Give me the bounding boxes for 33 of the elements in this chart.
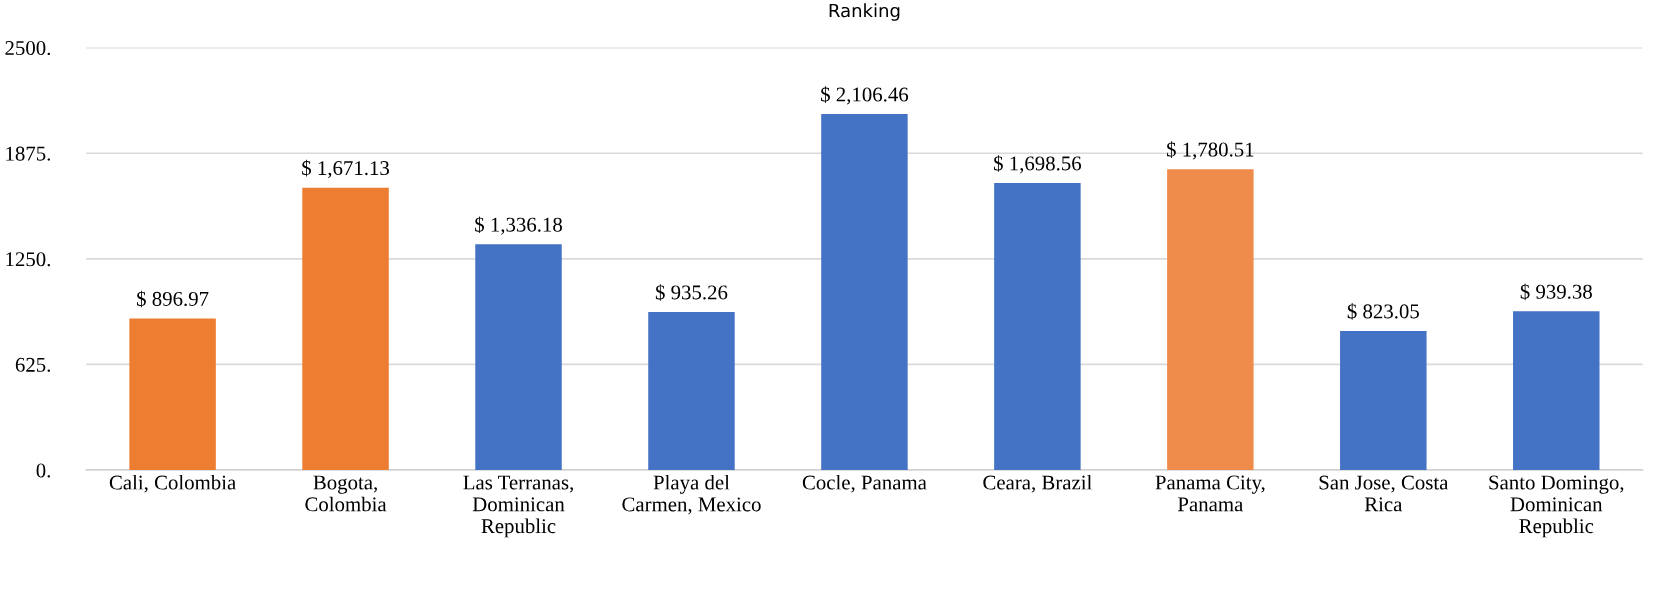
- x-tick-label: Cocle, Panama: [802, 474, 927, 493]
- data-label: $ 1,698.56: [994, 155, 1082, 174]
- chart-title: Ranking: [829, 3, 900, 21]
- x-tick-label: Ceara, Brazil: [983, 474, 1092, 493]
- bar: [129, 318, 216, 471]
- bar: [1340, 330, 1427, 471]
- bar: [475, 244, 562, 471]
- data-label: $ 1,780.51: [1166, 141, 1254, 160]
- x-tick-label: Las Terranas, Dominican Republic: [463, 475, 573, 538]
- y-tick-label: 0.: [36, 463, 51, 478]
- bar: [994, 183, 1081, 471]
- data-label: $ 939.38: [1520, 283, 1592, 301]
- data-label: $ 1,671.13: [302, 159, 390, 179]
- x-tick-label: Panama City, Panama: [1155, 475, 1265, 512]
- x-tick-label: Bogota, Colombia: [305, 475, 387, 512]
- y-tick-label: 1250.: [6, 252, 51, 267]
- x-tick-label: Playa del Carmen, Mexico: [622, 474, 761, 515]
- x-tick-label: Cali, Colombia: [109, 474, 236, 493]
- data-label: $ 823.05: [1347, 303, 1419, 320]
- bar: [302, 187, 389, 471]
- bar: [1513, 311, 1600, 471]
- data-label: $ 935.26: [655, 284, 728, 301]
- data-label: $ 1,336.18: [475, 216, 562, 235]
- y-tick-label: 1875.: [6, 146, 51, 161]
- bar: [821, 114, 908, 471]
- bar: [1167, 169, 1254, 471]
- y-tick-label: 625.: [15, 357, 51, 372]
- bar: [648, 312, 735, 471]
- x-tick-label: Santo Domingo, Dominican Republic: [1489, 475, 1624, 538]
- x-tick-label: San Jose, Costa Rica: [1319, 475, 1449, 512]
- y-tick-label: 2500.: [5, 40, 51, 56]
- data-label: $ 2,106.46: [821, 86, 909, 105]
- data-label: $ 896.97: [137, 290, 209, 308]
